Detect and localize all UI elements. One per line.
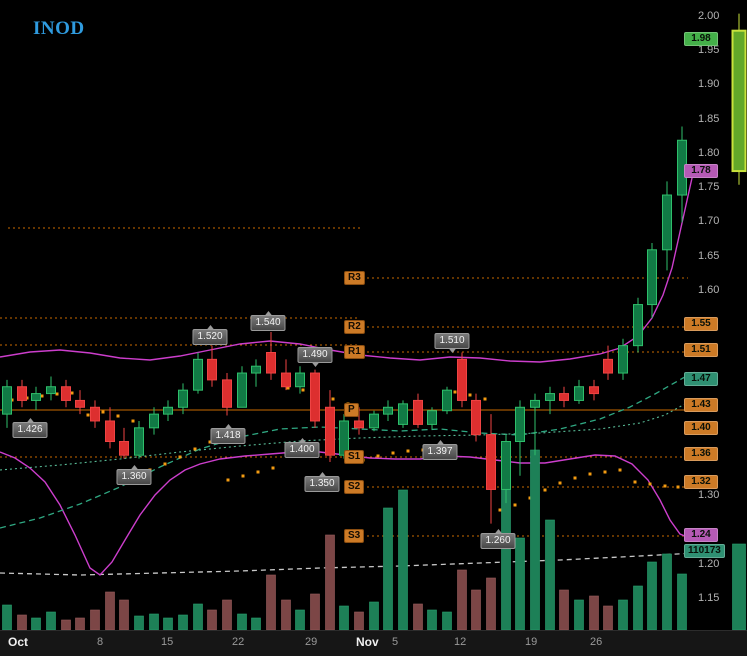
price-callout[interactable]: 1.400 (284, 438, 320, 458)
price-callout[interactable]: 1.397 (422, 440, 458, 460)
pivot-label-r1: R1 (344, 345, 365, 359)
ticker-symbol: INOD (33, 18, 85, 39)
date-label-month: Oct (8, 635, 29, 649)
price-tick: 1.90 (698, 78, 720, 90)
price-badge: 1.40 (684, 421, 718, 435)
pivot-label-s3: S3 (344, 529, 365, 543)
price-badge: 1.55 (684, 317, 718, 331)
pivot-label-s2: S2 (344, 480, 365, 494)
price-badge: 1.78 (684, 164, 718, 178)
ma-slow-line (0, 399, 696, 471)
price-tick: 1.30 (698, 489, 720, 501)
price-badge: 1.98 (684, 32, 718, 46)
pivot-label-r3: R3 (344, 271, 365, 285)
volume-ma-line (0, 552, 696, 576)
price-tick: 1.85 (698, 113, 720, 125)
date-label: 26 (590, 636, 603, 648)
price-tick: 1.60 (698, 284, 720, 296)
price-badge: 1.47 (684, 372, 718, 386)
bollinger-upper-line (0, 171, 696, 363)
volume-bars-layer (2, 449, 746, 631)
price-tick: 1.75 (698, 181, 720, 193)
price-tick: 1.15 (698, 592, 720, 604)
price-tick: 2.00 (698, 10, 720, 22)
date-label-month: Nov (356, 635, 379, 649)
date-label: 5 (392, 636, 399, 648)
price-badge: 1.32 (684, 475, 718, 489)
price-callout[interactable]: 1.360 (116, 465, 152, 485)
bollinger-lower-line (0, 451, 693, 576)
date-label: 22 (232, 636, 245, 648)
price-badge: 1.36 (684, 447, 718, 461)
price-badge: 1.51 (684, 343, 718, 357)
indicator-lines-layer (0, 171, 696, 576)
price-tick: 1.20 (698, 558, 720, 570)
date-label: 29 (305, 636, 318, 648)
price-tick: 1.80 (698, 147, 720, 159)
date-label: 19 (525, 636, 538, 648)
price-badge: 1.43 (684, 398, 718, 412)
pivot-label-s1: S1 (344, 450, 365, 464)
price-callout[interactable]: 1.426 (12, 418, 48, 438)
date-axis[interactable]: Oct 8 15 22 29 Nov 5 12 19 26 (0, 630, 747, 656)
price-callout[interactable]: 1.520 (192, 325, 228, 345)
price-tick: 1.70 (698, 215, 720, 227)
price-badge: 1.24 (684, 528, 718, 542)
price-callout[interactable]: 1.260 (480, 529, 516, 549)
date-label: 8 (97, 636, 104, 648)
price-badge: 110173 (684, 544, 725, 558)
price-callout[interactable]: 1.510 (434, 333, 470, 353)
date-label: 15 (161, 636, 174, 648)
price-callout[interactable]: 1.350 (304, 472, 340, 492)
price-callout[interactable]: 1.418 (210, 424, 246, 444)
candles-layer (2, 13, 747, 524)
price-tick: 1.65 (698, 250, 720, 262)
pivot-label-r2: R2 (344, 320, 365, 334)
price-callout[interactable]: 1.540 (250, 311, 286, 331)
price-callout[interactable]: 1.490 (297, 347, 333, 367)
pivot-label-p: P (344, 403, 359, 417)
date-label: 12 (454, 636, 467, 648)
price-tick: 1.95 (698, 44, 720, 56)
